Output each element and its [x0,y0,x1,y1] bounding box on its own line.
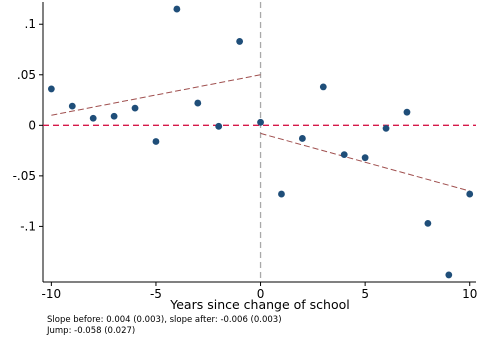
fit-line-after [260,132,470,192]
data-point [215,122,223,130]
data-point [68,102,76,110]
x-tick-label: -5 [150,287,162,301]
data-point [257,118,264,126]
data-point [319,83,327,91]
data-point [361,154,369,162]
x-axis-title: Years since change of school [169,297,349,312]
data-point [298,135,306,142]
data-point [466,190,474,198]
data-point [110,112,118,120]
data-point [236,38,244,45]
slope-note: Slope before: 0.004 (0.003), slope after… [47,315,282,325]
y-tick-label: -.1 [20,219,36,233]
data-point [424,219,432,227]
data-point [89,114,97,122]
plot-region: .1 .05 0 -.05 -.1 -10 -5 0 5 10 [13,2,477,301]
data-point [340,151,348,159]
data-point [194,99,202,107]
x-tick-label: -10 [42,287,62,301]
data-point [131,104,139,112]
y-tick-label: -.05 [13,169,36,183]
y-tick-label: 0 [28,118,36,132]
x-axis-ticks: -10 -5 0 5 10 [42,282,477,301]
reference-lines [43,2,476,282]
y-axis-ticks: .1 .05 0 -.05 -.1 [13,17,43,233]
data-point [403,108,411,116]
data-points [47,5,474,279]
x-tick-label: 10 [462,287,477,301]
data-point [278,190,285,198]
jump-note: Jump: -0.058 (0.027) [47,326,136,336]
x-tick-label: 0 [257,287,265,301]
data-point [382,124,390,132]
data-point [47,85,55,93]
fit-lines [51,74,470,192]
data-point [173,5,181,13]
fit-line-before [51,74,261,116]
y-tick-label: .05 [17,68,36,82]
data-point [152,138,160,145]
data-point [445,271,453,279]
x-tick-label: 5 [361,287,369,301]
y-tick-label: .1 [25,17,36,31]
